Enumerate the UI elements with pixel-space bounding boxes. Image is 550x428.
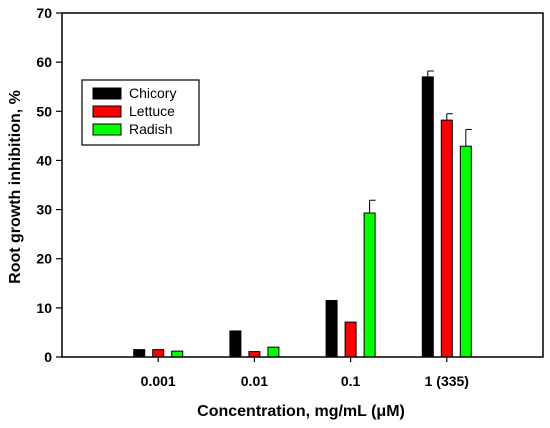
bar-chicory [421,76,434,358]
bar-chicory [133,349,146,358]
legend-label-lettuce: Lettuce [129,103,175,119]
y-tick-label: 10 [36,300,52,316]
x-tick-label: 0.001 [141,373,176,389]
bar-chicory [229,330,242,358]
bar-lettuce [344,321,357,358]
legend-label-radish: Radish [129,121,173,137]
legend-label-chicory: Chicory [129,85,176,101]
bar-radish [363,212,376,358]
bars-layer [133,70,472,358]
axes-layer: 0 10 20 30 40 50 60 70 0.001 0.01 0.1 1 (335) [36,5,544,389]
plot-frame [61,12,544,358]
y-axis-title: Root growth inhibition, % [7,90,24,284]
x-tick-label: 1 (335) [425,373,469,389]
x-axis-title: Concentration, mg/mL (μM) [197,403,405,420]
legend-swatch-chicory [92,87,122,100]
y-tick-label: 50 [36,103,52,119]
y-tick-label: 60 [36,54,52,70]
bar-chicory [325,299,338,358]
bar-lettuce [440,119,453,358]
bar-radish [459,145,472,358]
legend: Chicory Lettuce Radish [81,79,200,146]
legend-swatch-radish [92,123,122,136]
y-tick-label: 40 [36,152,52,168]
bar-radish [267,346,280,358]
legend-swatch-lettuce [92,105,122,118]
y-tick-label: 0 [44,349,52,365]
y-tick-label: 30 [36,202,52,218]
bar-lettuce [152,349,165,358]
x-tick-label: 0.1 [341,373,361,389]
y-tick-label: 70 [36,5,52,21]
x-tick-label: 0.01 [241,373,268,389]
bar-lettuce [248,351,261,358]
y-tick-label: 20 [36,251,52,267]
bar-radish [171,350,184,358]
